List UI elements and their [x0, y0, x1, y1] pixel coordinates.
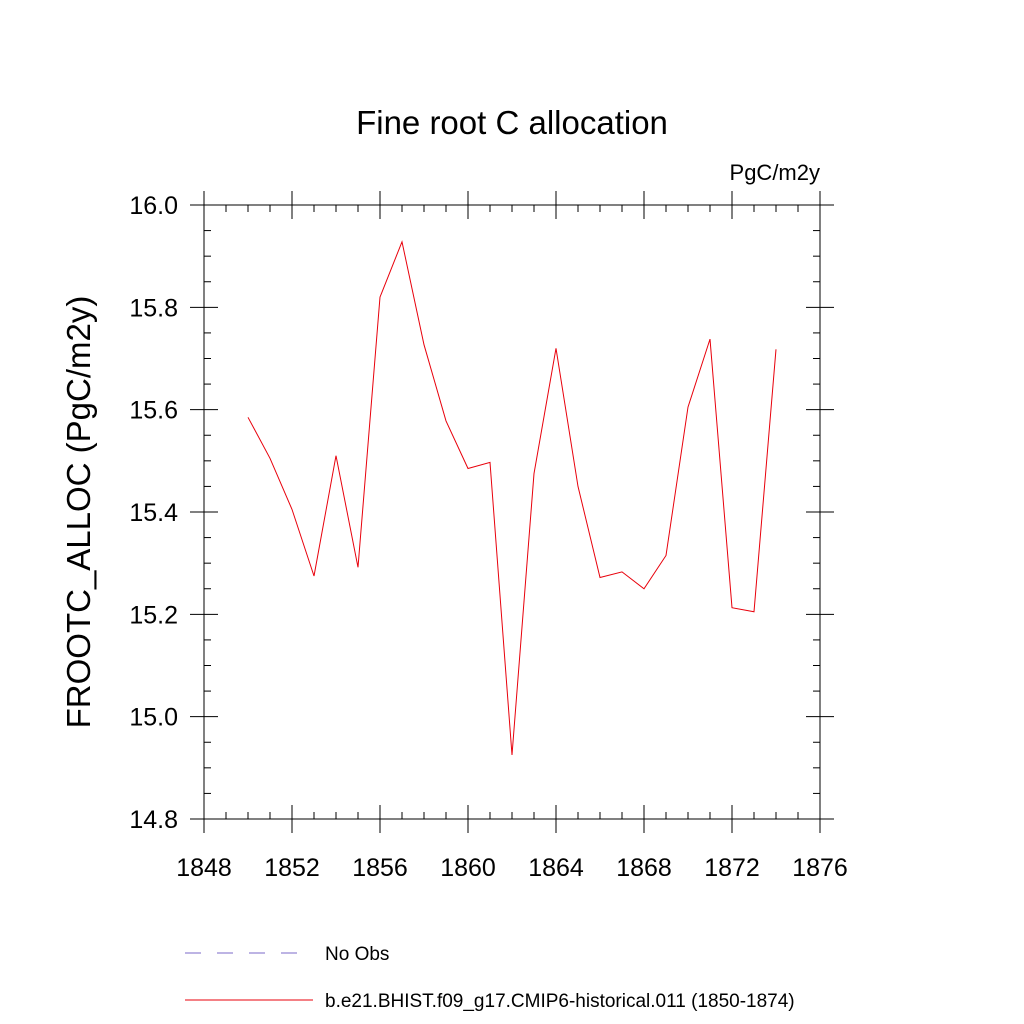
x-tick-label: 1872: [704, 854, 760, 882]
y-tick-label: 15.8: [129, 294, 178, 322]
axis-ticks: [190, 191, 834, 833]
x-tick-label: 1856: [352, 854, 408, 882]
y-tick-label: 16.0: [129, 192, 178, 220]
y-tick-label: 15.2: [129, 601, 178, 629]
x-tick-label: 1848: [176, 854, 232, 882]
plot-frame: [203, 204, 821, 820]
x-tick-label: 1868: [616, 854, 672, 882]
x-tick-label: 1852: [264, 854, 320, 882]
y-tick-label: 15.0: [129, 704, 178, 732]
x-tick-label: 1860: [440, 854, 496, 882]
series-line-1: [247, 240, 777, 756]
legend-label: No Obs: [325, 944, 389, 965]
axis-tick-labels: 1848 1852 1856 1860 1864 1868 1872 1876 14.8 15.0…: [129, 192, 847, 882]
legend: No Obs b.e21.BHIST.f09_g17.CMIP6-historic…: [185, 944, 795, 1012]
y-tick-label: 14.8: [129, 806, 178, 834]
chart-title: Fine root C allocation: [356, 104, 668, 141]
y-tick-label: 15.4: [129, 499, 178, 527]
units-label: PgC/m2y: [730, 160, 820, 185]
y-axis-label: FROOTC_ALLOC (PgC/m2y): [60, 296, 97, 729]
legend-label: b.e21.BHIST.f09_g17.CMIP6-historical.011…: [325, 991, 795, 1012]
x-tick-label: 1876: [792, 854, 848, 882]
y-tick-label: 15.6: [129, 397, 178, 425]
x-tick-label: 1864: [528, 854, 584, 882]
series-lines: [247, 240, 777, 756]
